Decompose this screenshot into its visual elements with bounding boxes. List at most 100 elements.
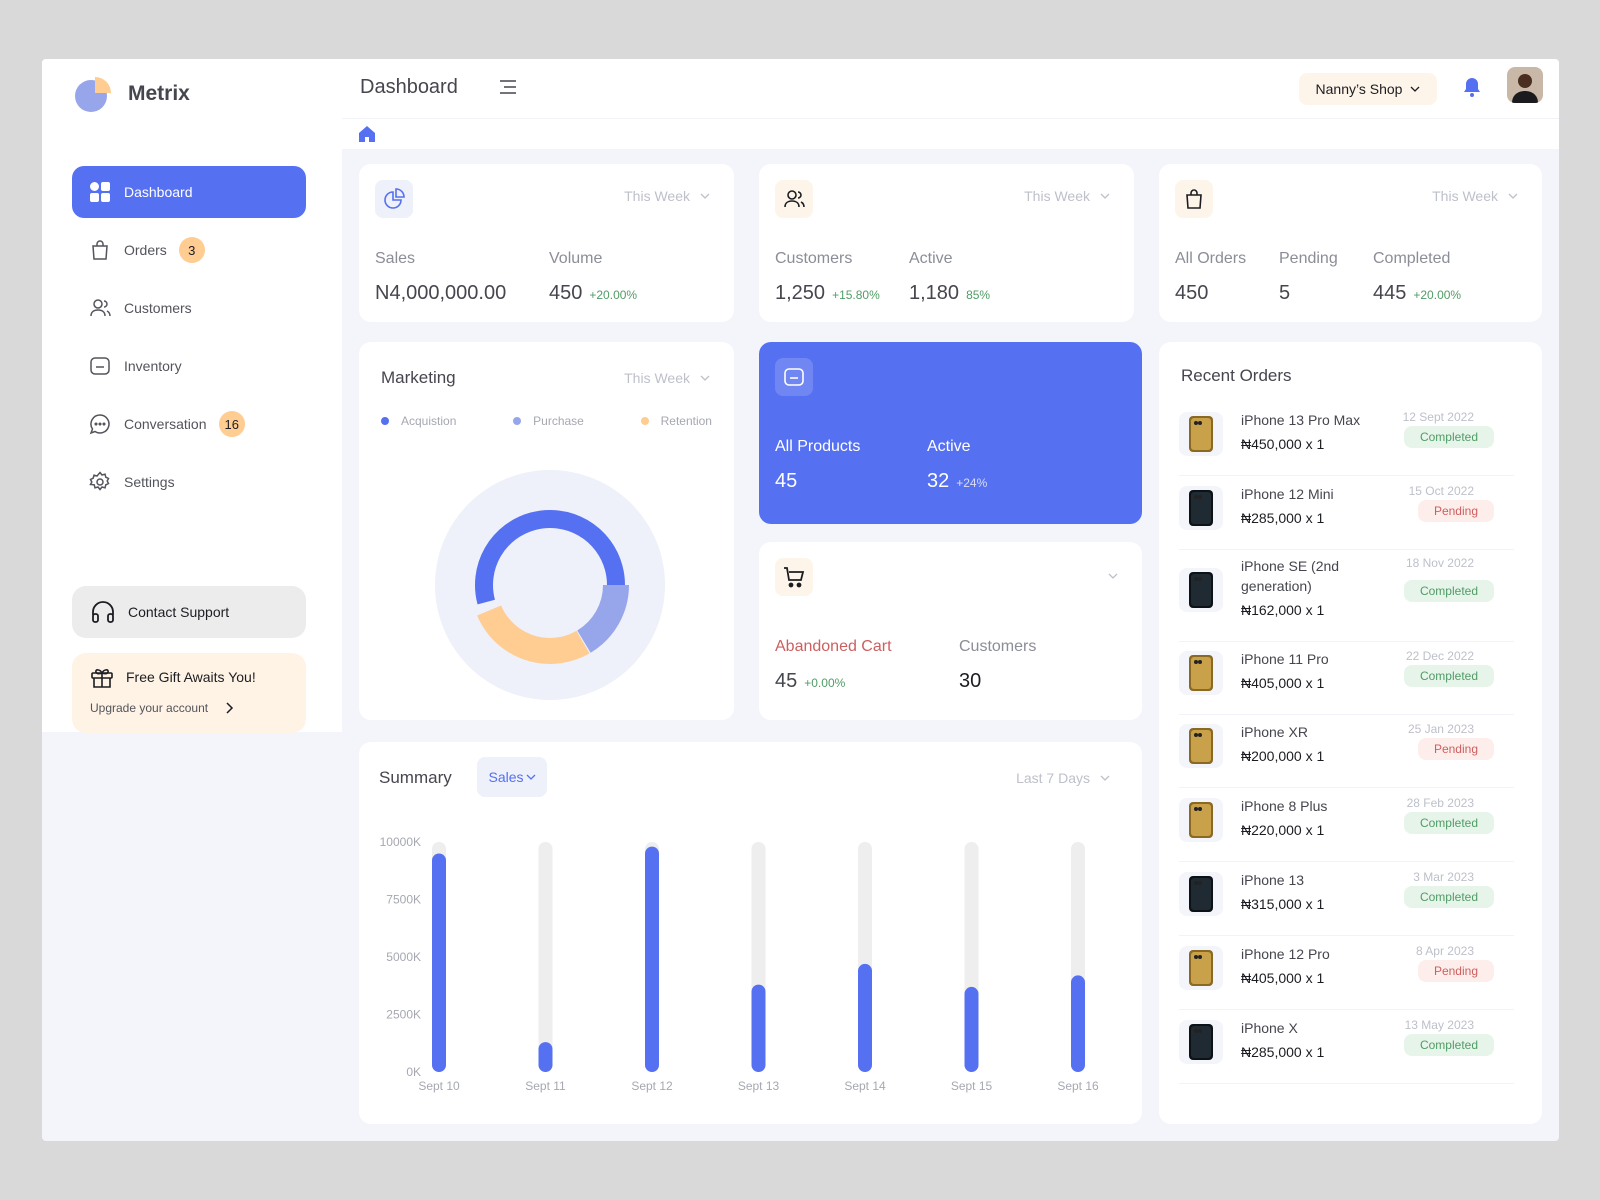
- summary-title: Summary: [379, 768, 452, 787]
- bar[interactable]: [1071, 975, 1085, 1072]
- sidebar-item-label: Customers: [124, 300, 192, 316]
- bell-icon[interactable]: [1463, 77, 1481, 97]
- order-product-name: iPhone SE (2nd generation): [1241, 558, 1340, 594]
- order-status-badge: Completed: [1403, 886, 1494, 908]
- x-tick-label: Sept 13: [738, 1079, 780, 1093]
- recent-orders-card: Recent Orders iPhone 13 Pro Max ₦450,000 …: [1159, 342, 1542, 1124]
- order-row[interactable]: iPhone X ₦285,000 x 1 13 May 2023 Completed: [1179, 1010, 1514, 1084]
- y-tick-label: 2500K: [386, 1008, 421, 1022]
- sidebar-item-label: Conversation: [124, 416, 207, 432]
- order-row[interactable]: iPhone SE (2nd generation) ₦162,000 x 1 18…: [1179, 548, 1514, 642]
- users-icon: [88, 296, 112, 320]
- sidebar-item-settings[interactable]: Settings: [72, 456, 306, 508]
- order-product-name: iPhone XR: [1241, 724, 1308, 740]
- marketing-card: Marketing This Week Acquistion Purchase …: [359, 342, 734, 720]
- active-change: 85%: [966, 288, 991, 302]
- chevron-down-icon: [526, 774, 535, 780]
- order-price: ₦450,000 x 1: [1241, 436, 1325, 452]
- order-date: 25 Jan 2023: [1407, 722, 1474, 736]
- menu-icon[interactable]: [498, 79, 518, 95]
- abandoned-cart-value: 45: [775, 670, 798, 692]
- sales-value: N4,000,000.00: [375, 282, 507, 304]
- bar[interactable]: [751, 984, 766, 1072]
- order-row[interactable]: iPhone 13 ₦315,000 x 1 3 Mar 2023 Completed: [1179, 862, 1514, 936]
- donut-segment-acquisition: [475, 510, 625, 660]
- chevron-down-icon: [700, 375, 710, 381]
- logo[interactable]: Metrix: [74, 75, 190, 113]
- order-price: ₦220,000 x 1: [1241, 822, 1325, 838]
- bar[interactable]: [964, 986, 979, 1072]
- sidebar-item-orders[interactable]: Orders 3: [72, 224, 306, 276]
- summary-period-dropdown[interactable]: Last 7 Days: [1016, 770, 1110, 786]
- summary-card: Summary Sales Last 7 Days 0K 2500K 5000K 75…: [359, 742, 1142, 1124]
- order-date: 8 Apr 2023: [1415, 944, 1474, 958]
- order-row[interactable]: iPhone 13 Pro Max ₦450,000 x 1 12 Sept 202…: [1179, 402, 1514, 476]
- free-gift-banner[interactable]: Free Gift Awaits You! Upgrade your accou…: [72, 653, 306, 733]
- order-status-badge: Pending: [1417, 738, 1494, 760]
- folder-icon: [88, 354, 112, 378]
- order-product-name: iPhone 12 Mini: [1241, 486, 1334, 502]
- period-dropdown[interactable]: This Week: [624, 370, 710, 386]
- legend-item: Purchase: [513, 414, 584, 428]
- order-price: ₦200,000 x 1: [1241, 748, 1325, 764]
- breadcrumb: [342, 119, 1559, 149]
- order-row[interactable]: iPhone 12 Pro ₦405,000 x 1 8 Apr 2023 Pendi…: [1179, 936, 1514, 1010]
- dashboard-icon: [88, 180, 112, 204]
- chevron-down-icon[interactable]: [1108, 572, 1118, 580]
- contact-support-label: Contact Support: [128, 604, 230, 620]
- bar[interactable]: [432, 853, 446, 1073]
- summary-metric-label: Sales: [488, 769, 524, 785]
- customers-stat: Customers 1,250 +15.80%: [775, 250, 880, 305]
- order-status-badge: Pending: [1417, 500, 1494, 522]
- order-date: 3 Mar 2023: [1413, 870, 1474, 884]
- orders-count-badge: 3: [178, 237, 205, 263]
- bag-icon: [88, 238, 112, 262]
- volume-value: 450: [549, 282, 583, 304]
- shop-selector[interactable]: Nanny’s Shop: [1299, 73, 1437, 105]
- order-status-badge: Completed: [1403, 812, 1494, 834]
- summary-metric-dropdown[interactable]: Sales: [477, 757, 547, 797]
- volume-stat: Volume 450 +20.00%: [549, 250, 637, 305]
- period-label: Last 7 Days: [1016, 770, 1090, 786]
- bar[interactable]: [538, 1042, 553, 1072]
- home-icon[interactable]: [358, 125, 376, 143]
- customers-card: This Week Customers 1,250 +15.80% Active …: [759, 164, 1134, 322]
- abandoned-cart-change: +0.00%: [804, 676, 846, 690]
- user-avatar[interactable]: [1507, 67, 1543, 103]
- top-header: Dashboard Nanny’s Shop: [342, 59, 1559, 119]
- sidebar-item-label: Inventory: [124, 358, 182, 374]
- customers-label: Customers: [775, 250, 853, 267]
- upgrade-link[interactable]: Upgrade your account: [90, 701, 209, 715]
- abandoned-cart-card: Abandoned Cart 45 +0.00% Customers 30: [759, 542, 1142, 720]
- volume-label: Volume: [549, 250, 603, 267]
- period-dropdown[interactable]: This Week: [1024, 188, 1110, 204]
- gift-title: Free Gift Awaits You!: [126, 669, 256, 685]
- order-product-name: iPhone 11 Pro: [1241, 651, 1329, 667]
- order-row[interactable]: iPhone XR ₦200,000 x 1 25 Jan 2023 Pending: [1179, 714, 1514, 788]
- order-status-badge: Completed: [1403, 1034, 1494, 1056]
- contact-support-button[interactable]: Contact Support: [72, 586, 306, 638]
- order-date: 18 Nov 2022: [1405, 556, 1474, 570]
- pending-label: Pending: [1279, 250, 1338, 267]
- chevron-down-icon: [1410, 86, 1420, 92]
- sidebar-item-customers[interactable]: Customers: [72, 282, 306, 334]
- bar[interactable]: [645, 846, 659, 1072]
- donut-segment-purchase: [471, 506, 629, 664]
- period-dropdown[interactable]: This Week: [1432, 188, 1518, 204]
- period-dropdown[interactable]: This Week: [624, 188, 710, 204]
- shop-name: Nanny’s Shop: [1315, 81, 1403, 97]
- sidebar-item-conversation[interactable]: Conversation 16: [72, 398, 306, 450]
- order-row[interactable]: iPhone 8 Plus ₦220,000 x 1 28 Feb 2023 Comp…: [1179, 788, 1514, 862]
- sidebar-item-dashboard[interactable]: Dashboard: [72, 166, 306, 218]
- summary-bar-chart: 0K 2500K 5000K 7500K 10000K Sept 10 Sept 11 Sep…: [380, 835, 1099, 1093]
- x-tick-label: Sept 15: [951, 1079, 993, 1093]
- sidebar-item-inventory[interactable]: Inventory: [72, 340, 306, 392]
- active-products-stat: Active 32 +24%: [927, 438, 987, 493]
- bar-track: [538, 842, 553, 1072]
- bar[interactable]: [858, 963, 872, 1072]
- sidebar-nav: Dashboard Orders 3 Customers Inventory: [72, 166, 306, 514]
- sidebar-item-label: Settings: [124, 474, 175, 490]
- order-row[interactable]: iPhone 12 Mini ₦285,000 x 1 15 Oct 2022 Pen…: [1179, 476, 1514, 550]
- order-row[interactable]: iPhone 11 Pro ₦405,000 x 1 22 Dec 2022 Comp…: [1179, 641, 1514, 715]
- sales-label: Sales: [375, 250, 416, 267]
